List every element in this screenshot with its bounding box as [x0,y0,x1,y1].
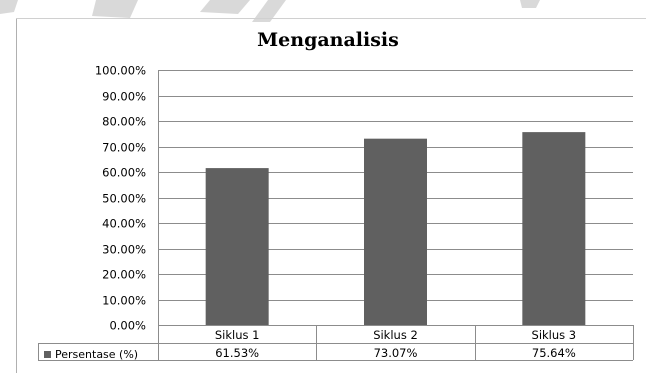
chart-title: Menganalisis [257,29,399,51]
legend-label: Persentase (%) [55,348,138,361]
data-label: 75.64% [532,346,576,360]
bars [205,132,586,325]
y-tick-label: 100.00% [95,64,146,78]
x-tick-label: Siklus 1 [215,328,260,342]
y-axis-tick-labels: 0.00% 10.00% 20.00% 30.00% 40.00% 50.00% 60.00… [95,64,146,333]
bar [205,168,269,325]
data-label: 73.07% [374,346,418,360]
y-tick-label: 40.00% [102,217,146,231]
data-table: Siklus 1 Siklus 2 Siklus 3 Persentase (%) 61… [38,325,634,361]
y-tick-label: 50.00% [102,192,146,206]
y-tick-label: 80.00% [102,115,146,129]
x-tick-label: Siklus 3 [532,328,577,342]
legend-key [44,351,51,358]
bar [522,132,586,325]
y-tick-label: 90.00% [102,90,146,104]
y-tick-label: 20.00% [102,268,146,282]
y-tick-label: 10.00% [102,294,146,308]
y-tick-label: 30.00% [102,243,146,257]
y-tick-label: 70.00% [102,141,146,155]
bar [364,138,427,325]
y-tick-label: 0.00% [109,319,146,333]
y-tick-label: 60.00% [102,166,146,180]
watermark [0,0,540,22]
data-label: 61.53% [215,346,259,360]
x-tick-label: Siklus 2 [373,328,418,342]
